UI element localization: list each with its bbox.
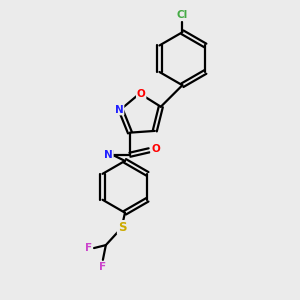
Text: F: F	[85, 243, 92, 253]
Text: Cl: Cl	[177, 10, 188, 20]
Text: H: H	[105, 150, 113, 160]
Text: O: O	[151, 144, 160, 154]
Text: O: O	[137, 88, 146, 98]
Text: N: N	[115, 104, 124, 115]
Text: S: S	[118, 221, 126, 234]
Text: N: N	[103, 150, 112, 160]
Text: F: F	[99, 262, 106, 272]
